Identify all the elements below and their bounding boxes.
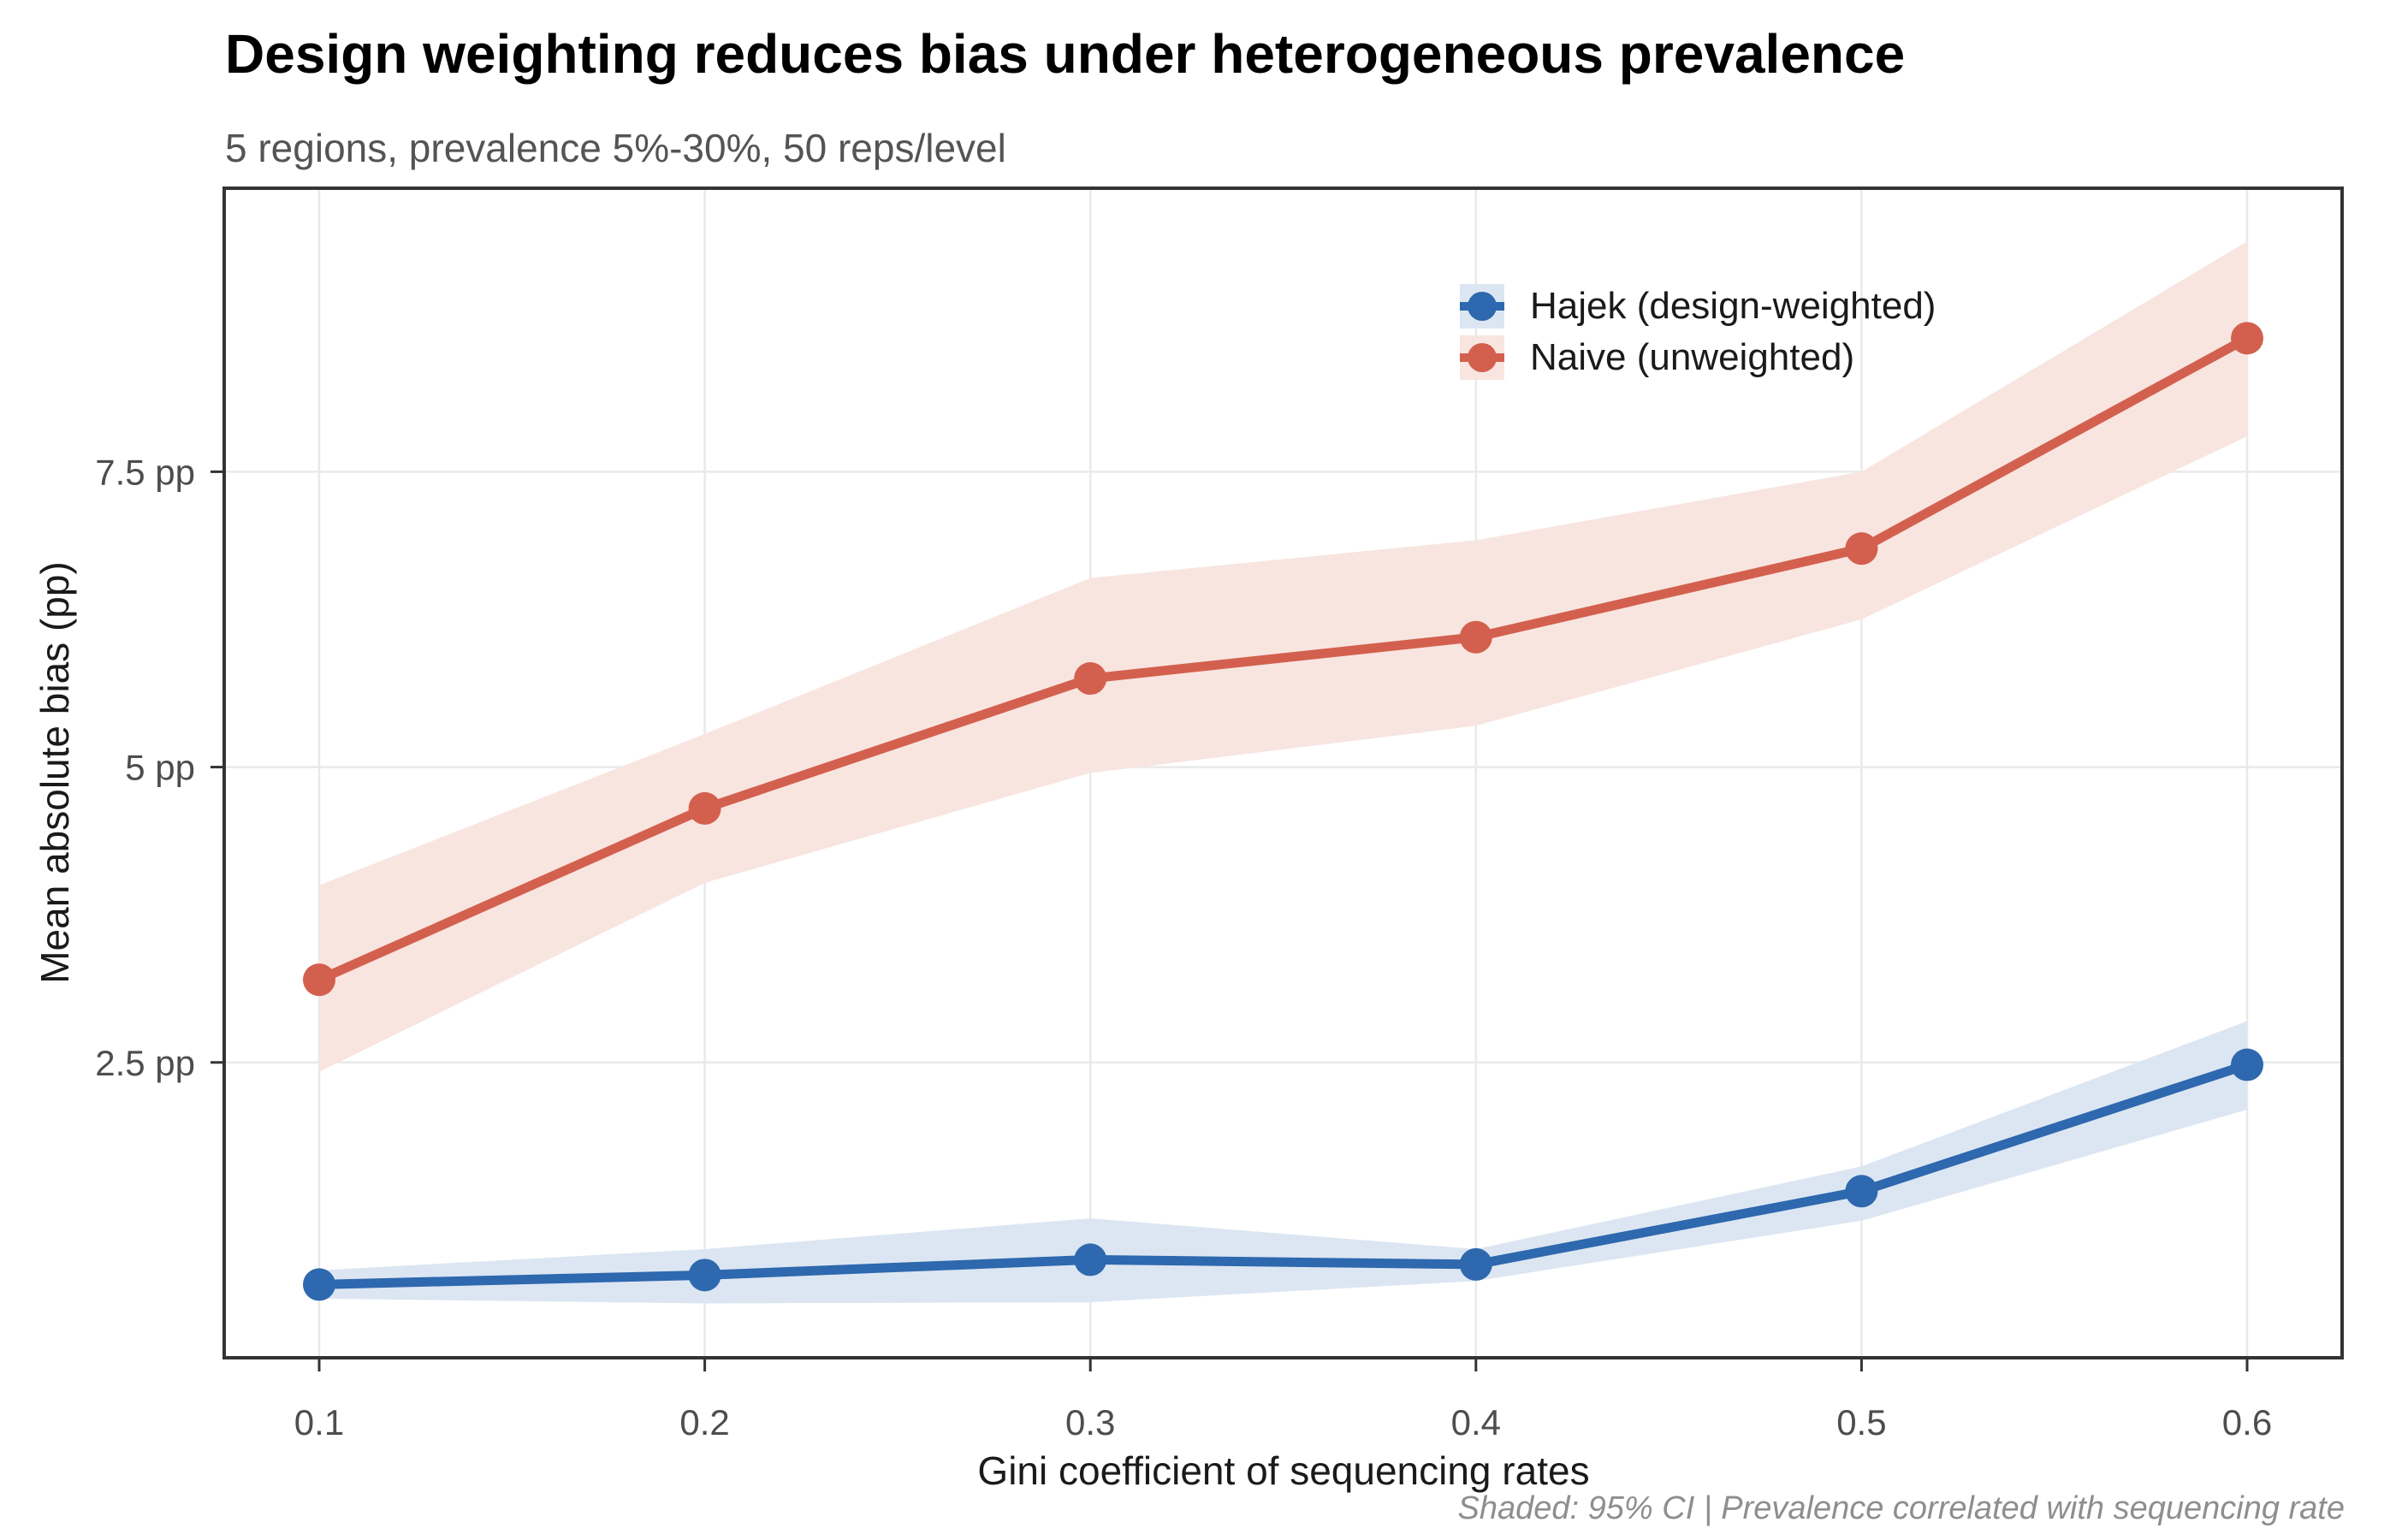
x-tick-label: 0.5 [1836, 1402, 1886, 1442]
chart-title: Design weighting reduces bias under hete… [225, 23, 1906, 85]
data-point [303, 963, 335, 997]
y-axis-title: Mean absolute bias (pp) [33, 561, 77, 984]
legend-key-naive-icon [1460, 335, 1504, 380]
data-point [688, 1259, 721, 1292]
chart-caption: Shaded: 95% CI | Prevalence correlated w… [1457, 1490, 2345, 1526]
x-tick-label: 0.3 [1065, 1402, 1115, 1442]
legend-item-hajek: Hajek (design-weighted) [1460, 284, 1936, 329]
gridlines [224, 188, 2342, 1358]
tick-marks [211, 470, 2249, 1371]
y-tick-label: 5 pp [125, 748, 195, 788]
data-point [1074, 662, 1107, 696]
tick-labels: 2.5 pp 5 pp 7.5 pp 0.1 0.2 0.3 0.4 0.5 0.6 [95, 452, 2272, 1442]
chart-subtitle: 5 regions, prevalence 5%-30%, 50 reps/le… [225, 126, 1006, 170]
data-point [1845, 532, 1878, 566]
data-point [303, 1268, 335, 1301]
ci-ribbon-0 [319, 1021, 2247, 1304]
data-point [2231, 322, 2263, 355]
panel-border [222, 187, 2344, 1359]
x-tick-label: 0.6 [2222, 1402, 2272, 1442]
data-point [2231, 1048, 2263, 1081]
series-line-0 [318, 1060, 2249, 1289]
legend: Hajek (design-weighted) Naive (unweighte… [1460, 284, 1936, 380]
legend-label-hajek: Hajek (design-weighted) [1530, 285, 1936, 327]
data-point [1845, 1175, 1878, 1208]
series-line-1 [317, 334, 2250, 985]
data-point [1074, 1243, 1107, 1276]
x-tick-label: 0.4 [1451, 1402, 1501, 1442]
legend-label-naive: Naive (unweighted) [1530, 336, 1855, 378]
data-point [688, 791, 721, 825]
y-tick-label: 2.5 pp [95, 1043, 195, 1083]
data-point [1459, 1247, 1492, 1281]
y-tick-label: 7.5 pp [95, 452, 195, 492]
x-axis-title: Gini coefficient of sequencing rates [977, 1448, 1590, 1493]
legend-item-naive: Naive (unweighted) [1460, 335, 1936, 380]
x-tick-label: 0.2 [679, 1402, 729, 1442]
data-point [1459, 620, 1492, 654]
legend-key-hajek-icon [1460, 284, 1504, 329]
x-tick-label: 0.1 [294, 1402, 344, 1442]
